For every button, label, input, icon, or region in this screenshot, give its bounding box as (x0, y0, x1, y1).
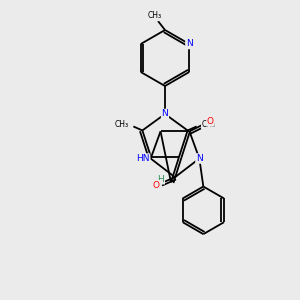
Text: O: O (207, 117, 214, 126)
Text: CH₃: CH₃ (148, 11, 162, 20)
Text: N: N (186, 40, 193, 49)
Text: N: N (162, 110, 168, 118)
Text: H: H (158, 175, 164, 184)
Text: O: O (152, 181, 160, 190)
Text: N: N (196, 154, 203, 163)
Text: CH₃: CH₃ (114, 120, 128, 129)
Text: CH₃: CH₃ (202, 120, 216, 129)
Text: HN: HN (136, 154, 150, 163)
